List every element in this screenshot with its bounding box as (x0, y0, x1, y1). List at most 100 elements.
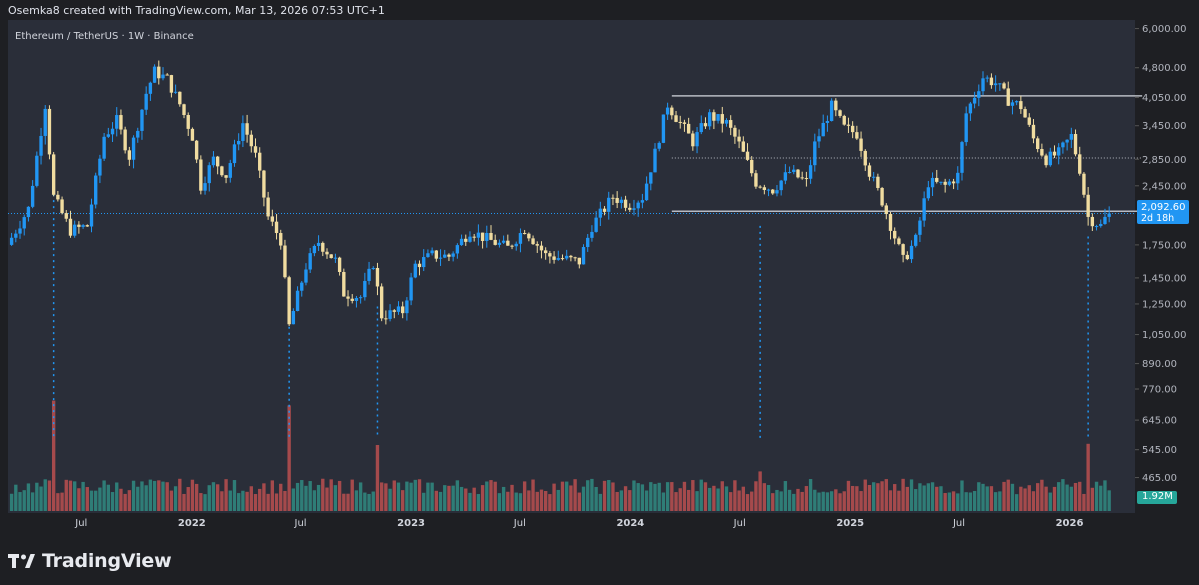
volume-bar (300, 480, 304, 511)
volume-bar (998, 491, 1002, 511)
volume-bar (186, 487, 190, 511)
volume-bar (640, 484, 645, 511)
volume-bar (1057, 482, 1061, 511)
volume-bar (77, 488, 81, 511)
volume-bar (1052, 486, 1057, 511)
volume-bar (30, 492, 35, 511)
candle-body (459, 238, 464, 246)
candle-body (253, 146, 258, 153)
volume-bar (522, 481, 527, 511)
candle-body (110, 128, 115, 135)
candle-body (485, 232, 489, 241)
volume-bar (1023, 488, 1027, 511)
volume-bar (897, 490, 901, 511)
y-tick-label: 2,850.00 (1142, 155, 1187, 166)
volume-bar (678, 488, 682, 511)
candle-body (119, 115, 123, 130)
candle-body (194, 140, 199, 160)
volume-bar (333, 485, 338, 511)
volume-bar (447, 485, 451, 511)
candle-body (501, 240, 506, 243)
volume-bar (598, 493, 603, 511)
candle-body (316, 242, 321, 246)
candle-body (232, 144, 237, 164)
volume-bar (430, 482, 434, 511)
volume-bar (375, 445, 380, 511)
volume-bars (9, 400, 1111, 511)
volume-bar (501, 486, 506, 511)
candle-body (956, 172, 960, 184)
candle-body (1103, 216, 1107, 224)
volume-bar (207, 485, 211, 511)
candles (9, 60, 1111, 327)
price-axis[interactable] (1135, 20, 1199, 513)
volume-bar (514, 492, 518, 511)
volume-bar (379, 482, 384, 511)
candle-body (586, 237, 590, 248)
volume-bar (712, 485, 716, 511)
volume-bar (89, 490, 94, 511)
chart-pane[interactable] (8, 20, 1135, 513)
volume-bar (686, 489, 691, 511)
vertical-markers (52, 194, 1089, 438)
candle-body (1069, 134, 1074, 140)
volume-bar (724, 486, 729, 511)
candle-body (85, 225, 89, 227)
candle-body (682, 122, 687, 124)
volume-bar (577, 492, 581, 511)
footer-brand[interactable]: TradingView (8, 548, 172, 574)
candle-body (665, 107, 670, 115)
y-tick-label: 3,450.00 (1142, 121, 1187, 132)
candle-body (754, 173, 758, 187)
candle-body (493, 239, 497, 245)
candle-body (472, 236, 476, 238)
candle-body (35, 155, 39, 186)
y-tick-labels: 6,000.00 4,800.00 4,050.00 3,450.00 2,850.00… (1135, 24, 1187, 484)
candle-body (838, 110, 842, 116)
candle-body (964, 113, 968, 143)
candle-body (73, 224, 77, 236)
volume-bar (56, 493, 60, 511)
candle-body (123, 129, 127, 151)
volume-bar (325, 487, 329, 511)
volume-bar (951, 491, 956, 511)
volume-bar (73, 481, 77, 511)
volume-bar (909, 479, 914, 511)
candle-body (556, 258, 560, 260)
volume-bar (337, 480, 342, 511)
volume-bar (590, 478, 594, 511)
volume-bar (211, 482, 216, 511)
candle-body (337, 257, 342, 272)
x-tick-label: Jul (733, 518, 746, 529)
candle-body (388, 310, 392, 319)
volume-bar (417, 479, 422, 511)
x-tick-label: 2023 (397, 518, 425, 529)
volume-bar (127, 490, 132, 511)
candle-body (1090, 216, 1095, 227)
volume-bar (1061, 479, 1065, 511)
volume-bar (981, 483, 985, 511)
candle-body (279, 233, 283, 246)
volume-bar (102, 480, 106, 511)
candle-body (203, 183, 207, 191)
candle-body (148, 82, 153, 94)
candle-body (89, 204, 94, 227)
candle-body (127, 150, 132, 160)
volume-bar (476, 494, 481, 511)
candle-body (552, 256, 556, 260)
candle-body (152, 66, 157, 83)
volume-bar (472, 487, 476, 511)
candle-body (918, 220, 922, 235)
candle-body (1061, 142, 1065, 148)
volume-bar (539, 489, 544, 511)
volume-bar (615, 491, 619, 511)
candle-body (438, 257, 443, 259)
volume-bar (695, 491, 699, 511)
volume-bar (451, 485, 455, 511)
volume-bar (178, 478, 182, 511)
volume-bar (405, 481, 409, 511)
volume-bar (779, 491, 783, 511)
time-axis[interactable] (8, 513, 1135, 537)
candle-body (766, 189, 771, 191)
